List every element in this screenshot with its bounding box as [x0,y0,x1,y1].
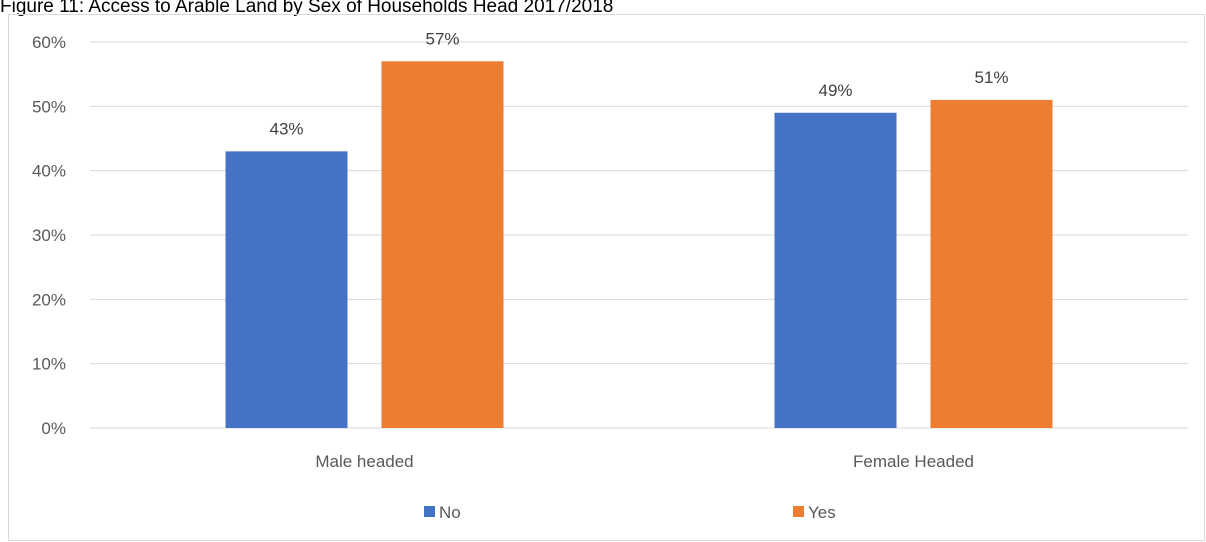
x-axis-ticks: Male headed Female Headed [315,452,974,471]
data-label: 57% [425,29,459,48]
y-tick-label: 50% [32,97,66,116]
bar-no-1 [774,112,897,429]
bar-yes-0 [381,61,504,429]
data-label: 43% [269,119,303,138]
chart-title: Figure 11: Access to Arable Land by Sex … [0,0,614,17]
legend-swatch-no [424,506,435,517]
chart-frame [8,14,1205,541]
legend-label-yes: Yes [808,503,836,522]
bar-yes-1 [930,99,1053,429]
y-tick-label: 30% [32,226,66,245]
bars [225,61,1053,429]
legend-swatch-yes [793,506,804,517]
y-tick-label: 20% [32,290,66,309]
legend: No Yes [424,503,836,522]
y-axis-ticks: 0% 10% 20% 30% 40% 50% 60% [32,33,66,438]
y-tick-label: 10% [32,355,66,374]
y-tick-label: 60% [32,33,66,52]
legend-label-no: No [439,503,461,522]
y-tick-label: 40% [32,162,66,181]
data-label: 49% [818,81,852,100]
data-labels: 43% 57% 49% 51% [269,29,1008,138]
x-tick-label: Male headed [315,452,413,471]
bar-no-0 [225,151,348,428]
y-tick-label: 0% [41,419,66,438]
data-label: 51% [974,68,1008,87]
x-tick-label: Female Headed [853,452,974,471]
